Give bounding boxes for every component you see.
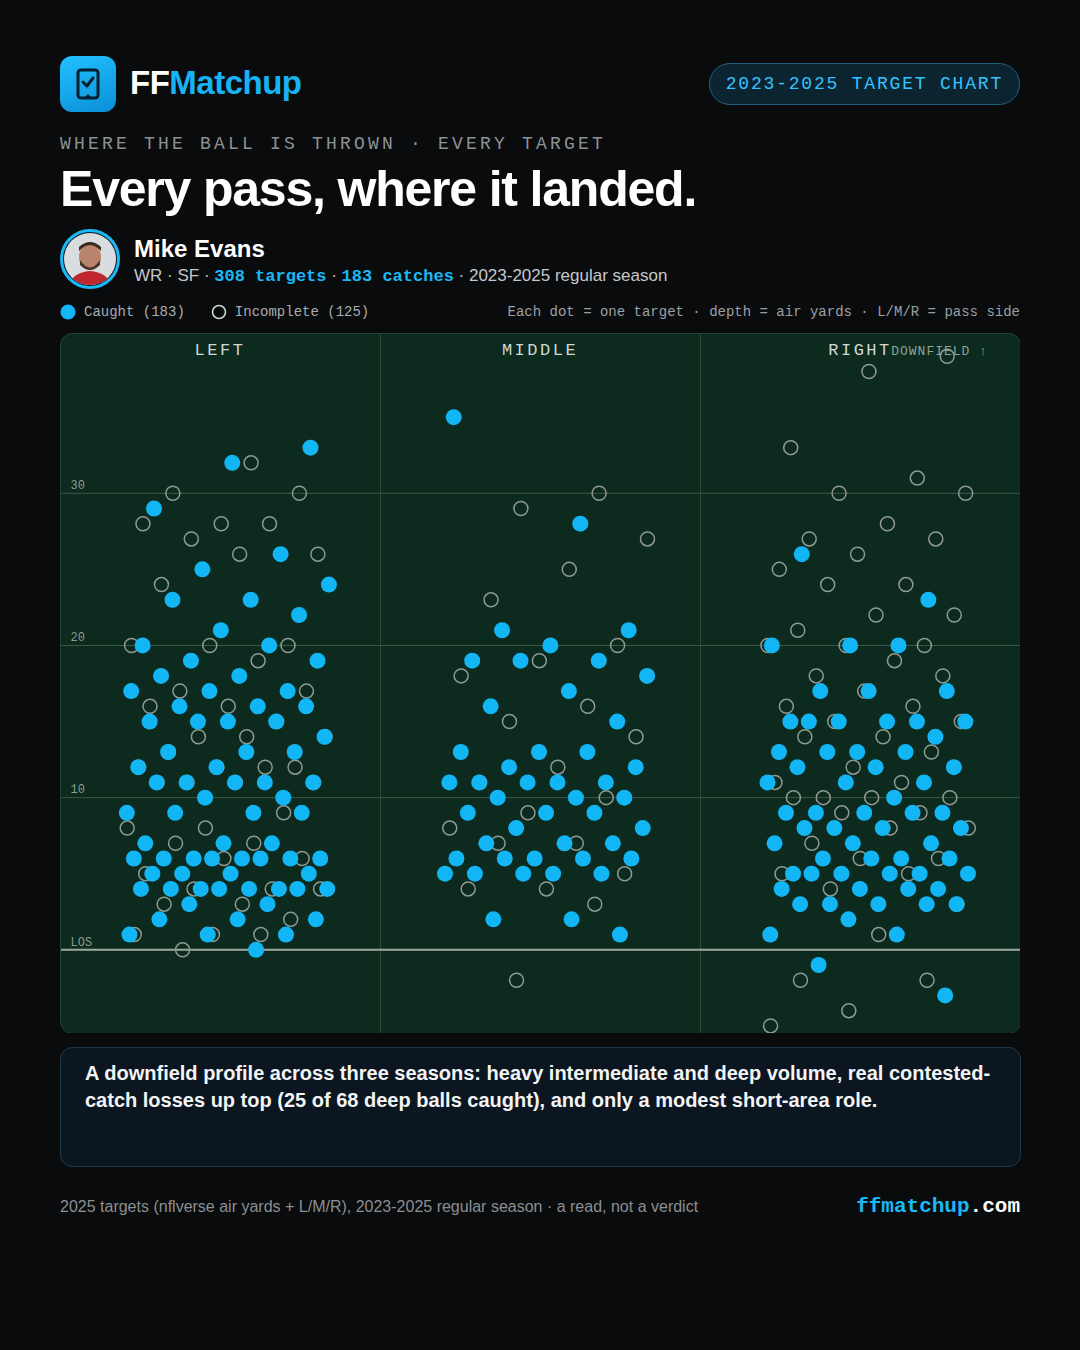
svg-text:LOS: LOS: [71, 936, 93, 950]
svg-text:20: 20: [71, 631, 85, 645]
html-text:Incomplete (125): Incomplete (125): [234, 304, 370, 320]
svg-text:30: 30: [71, 479, 85, 493]
html-text:RIGHTDOWNFIELD ↑: RIGHTDOWNFIELD ↑: [828, 341, 988, 360]
html-text:2023-2025 TARGET CHART: 2023-2025 TARGET CHART: [725, 74, 1003, 94]
html-text:LEFT: LEFT: [194, 341, 246, 360]
html-text:FF Matchup: FF Matchup: [130, 64, 302, 101]
html-text:2025 targets (nflverse air yar: 2025 targets (nflverse air yards + L/M/R…: [60, 1198, 699, 1215]
html-text:A downfield profile across thr: A downfield profile across three seasons…: [85, 1062, 991, 1111]
html-text:WR · SF · 308 targets · 183 ca: WR · SF · 308 targets · 183 catches · 20…: [134, 266, 668, 286]
svg-text:10: 10: [71, 783, 85, 797]
html-text:Each dot = one target · depth: Each dot = one target · depth = air yard…: [507, 304, 1020, 320]
html-text:Caught (183): Caught (183): [84, 304, 185, 320]
html-text:Mike Evans: Mike Evans: [134, 235, 265, 262]
html-text:WHERE THE BALL IS THROWN · EVE: WHERE THE BALL IS THROWN · EVERY TARGET: [60, 134, 607, 154]
html-text:MIDDLE: MIDDLE: [501, 341, 579, 360]
html-text:ffmatchup.com: ffmatchup.com: [856, 1195, 1020, 1218]
html-text:Every pass, where it landed.: Every pass, where it landed.: [60, 161, 697, 217]
